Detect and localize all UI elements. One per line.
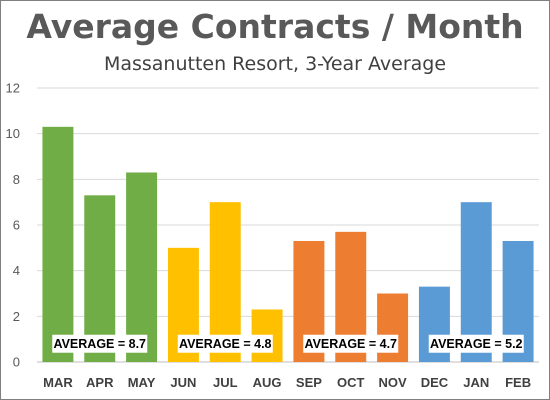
x-tick-label: MAY bbox=[128, 375, 156, 390]
y-tick-label: 6 bbox=[13, 218, 20, 233]
average-label-box bbox=[52, 334, 148, 353]
x-tick-label: JUN bbox=[170, 375, 196, 390]
y-tick-label: 8 bbox=[13, 172, 20, 187]
y-tick-label: 12 bbox=[6, 81, 20, 96]
average-label: AVERAGE = 4.8 bbox=[179, 337, 272, 351]
x-tick-label: AUG bbox=[253, 375, 282, 390]
y-tick-label: 10 bbox=[6, 126, 20, 141]
bar bbox=[42, 126, 74, 362]
x-tick-label: DEC bbox=[421, 375, 449, 390]
y-tick-label: 2 bbox=[13, 309, 20, 324]
bar bbox=[126, 172, 158, 362]
x-tick-label: MAR bbox=[43, 375, 73, 390]
x-tick-label: NOV bbox=[378, 375, 407, 390]
y-tick-label: 4 bbox=[13, 263, 20, 278]
x-tick-label: OCT bbox=[337, 375, 365, 390]
average-label: AVERAGE = 5.2 bbox=[430, 337, 523, 351]
average-label: AVERAGE = 4.7 bbox=[304, 337, 397, 351]
x-tick-label: SEP bbox=[296, 375, 322, 390]
average-label-box bbox=[303, 334, 399, 353]
y-tick-label: 0 bbox=[13, 355, 20, 370]
average-label-box bbox=[177, 334, 273, 353]
chart-subtitle: Massanutten Resort, 3-Year Average bbox=[103, 53, 447, 75]
average-label-box bbox=[428, 334, 524, 353]
x-tick-label: FEB bbox=[505, 375, 531, 390]
average-label: AVERAGE = 8.7 bbox=[53, 337, 146, 351]
x-tick-label: APR bbox=[86, 375, 114, 390]
x-tick-label: JAN bbox=[463, 375, 489, 390]
chart-title: Average Contracts / Month bbox=[26, 7, 524, 46]
bar bbox=[84, 195, 116, 362]
x-tick-label: JUL bbox=[213, 375, 238, 390]
